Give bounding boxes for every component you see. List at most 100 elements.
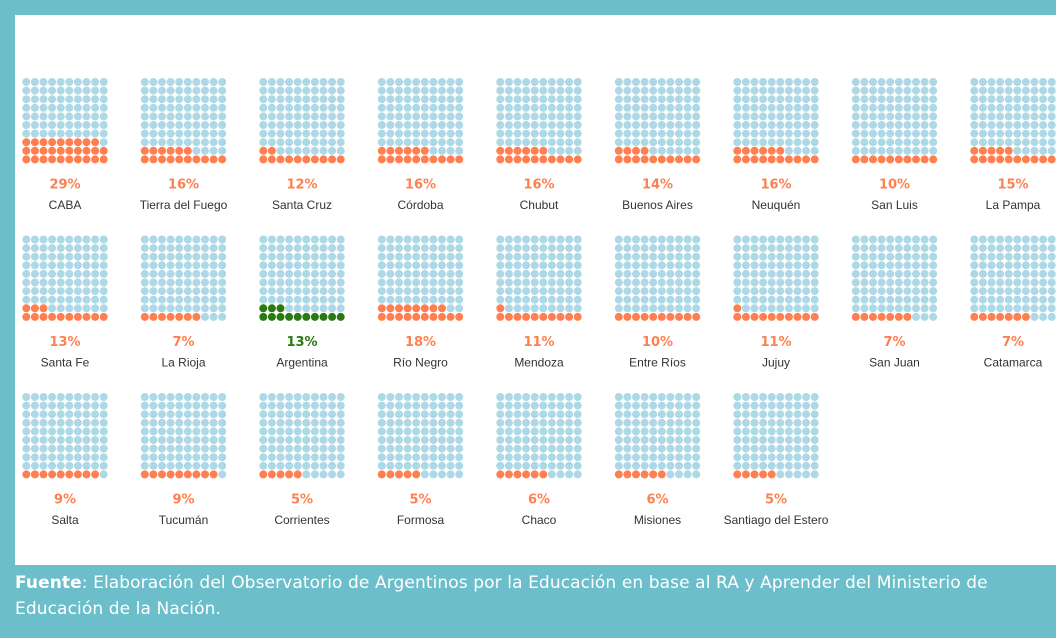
- empty-dot: [310, 410, 319, 419]
- empty-dot: [56, 410, 65, 419]
- empty-dot: [666, 401, 675, 410]
- empty-dot: [539, 418, 548, 427]
- category-label: La Pampa: [986, 198, 1041, 212]
- empty-dot: [565, 261, 574, 270]
- empty-dot: [970, 129, 979, 138]
- empty-dot: [183, 112, 192, 121]
- filled-dot: [22, 138, 31, 147]
- empty-dot: [1021, 138, 1030, 147]
- empty-dot: [504, 138, 513, 147]
- empty-dot: [293, 269, 302, 278]
- empty-dot: [158, 121, 166, 129]
- empty-dot: [82, 269, 91, 278]
- empty-dot: [741, 86, 750, 95]
- empty-dot: [73, 393, 82, 401]
- empty-dot: [733, 269, 742, 278]
- empty-dot: [513, 436, 522, 444]
- waffle-background: [140, 78, 227, 155]
- empty-dot: [530, 261, 539, 270]
- empty-dot: [860, 138, 869, 147]
- empty-dot: [784, 461, 793, 470]
- filled-dot: [741, 146, 750, 155]
- empty-dot: [784, 444, 793, 453]
- empty-dot: [377, 418, 386, 427]
- filled-dot: [767, 312, 776, 321]
- filled-dot: [22, 146, 31, 155]
- empty-dot: [403, 444, 412, 453]
- empty-dot: [666, 393, 675, 401]
- empty-dot: [530, 252, 539, 261]
- empty-dot: [759, 287, 768, 296]
- empty-dot: [446, 393, 455, 401]
- empty-dot: [259, 261, 268, 270]
- empty-dot: [565, 269, 574, 278]
- empty-dot: [741, 436, 750, 444]
- empty-dot: [640, 138, 649, 147]
- filled-dot: [733, 470, 742, 479]
- empty-dot: [1047, 287, 1056, 296]
- source-label: Fuente: [15, 573, 82, 593]
- filled-dot: [767, 155, 776, 164]
- empty-dot: [319, 261, 328, 270]
- empty-dot: [48, 304, 57, 313]
- empty-dot: [894, 269, 903, 278]
- empty-dot: [741, 121, 750, 129]
- empty-dot: [48, 410, 57, 419]
- empty-dot: [547, 86, 556, 95]
- empty-dot: [192, 278, 201, 287]
- filled-dot: [987, 146, 996, 155]
- filled-dot: [82, 470, 91, 479]
- empty-dot: [912, 112, 920, 121]
- empty-dot: [438, 138, 446, 147]
- empty-dot: [556, 252, 565, 261]
- filled-dot: [776, 155, 785, 164]
- empty-dot: [522, 418, 531, 427]
- empty-dot: [209, 401, 218, 410]
- empty-dot: [82, 461, 91, 470]
- empty-dot: [802, 252, 811, 261]
- empty-dot: [522, 252, 531, 261]
- empty-dot: [793, 287, 802, 296]
- filled-dot: [640, 312, 649, 321]
- value-label: 9%: [172, 493, 194, 508]
- filled-dot: [776, 146, 785, 155]
- empty-dot: [285, 252, 294, 261]
- empty-dot: [73, 427, 82, 436]
- empty-dot: [267, 138, 276, 147]
- empty-dot: [996, 95, 1005, 104]
- empty-dot: [175, 269, 184, 278]
- empty-dot: [496, 461, 505, 470]
- empty-dot: [259, 295, 268, 304]
- empty-dot: [912, 312, 920, 321]
- empty-dot: [851, 86, 860, 95]
- empty-dot: [860, 78, 869, 86]
- empty-dot: [293, 401, 302, 410]
- empty-dot: [30, 278, 39, 287]
- empty-dot: [810, 146, 819, 155]
- empty-dot: [267, 461, 276, 470]
- empty-dot: [386, 95, 395, 104]
- empty-dot: [328, 410, 337, 419]
- empty-dot: [675, 86, 683, 95]
- empty-dot: [259, 287, 268, 296]
- empty-dot: [73, 453, 82, 462]
- empty-dot: [802, 146, 811, 155]
- empty-dot: [784, 410, 793, 419]
- filled-dot: [573, 155, 582, 164]
- empty-dot: [65, 444, 74, 453]
- empty-dot: [310, 278, 319, 287]
- empty-dot: [929, 78, 938, 86]
- empty-dot: [395, 129, 403, 138]
- filled-dot: [614, 146, 623, 155]
- empty-dot: [614, 235, 623, 244]
- filled-dot: [522, 312, 531, 321]
- empty-dot: [793, 121, 802, 129]
- empty-dot: [429, 146, 438, 155]
- empty-dot: [810, 261, 819, 270]
- waffle-fill: [377, 146, 464, 164]
- empty-dot: [149, 295, 158, 304]
- empty-dot: [784, 287, 793, 296]
- empty-dot: [530, 129, 539, 138]
- empty-dot: [692, 427, 701, 436]
- empty-dot: [632, 235, 640, 244]
